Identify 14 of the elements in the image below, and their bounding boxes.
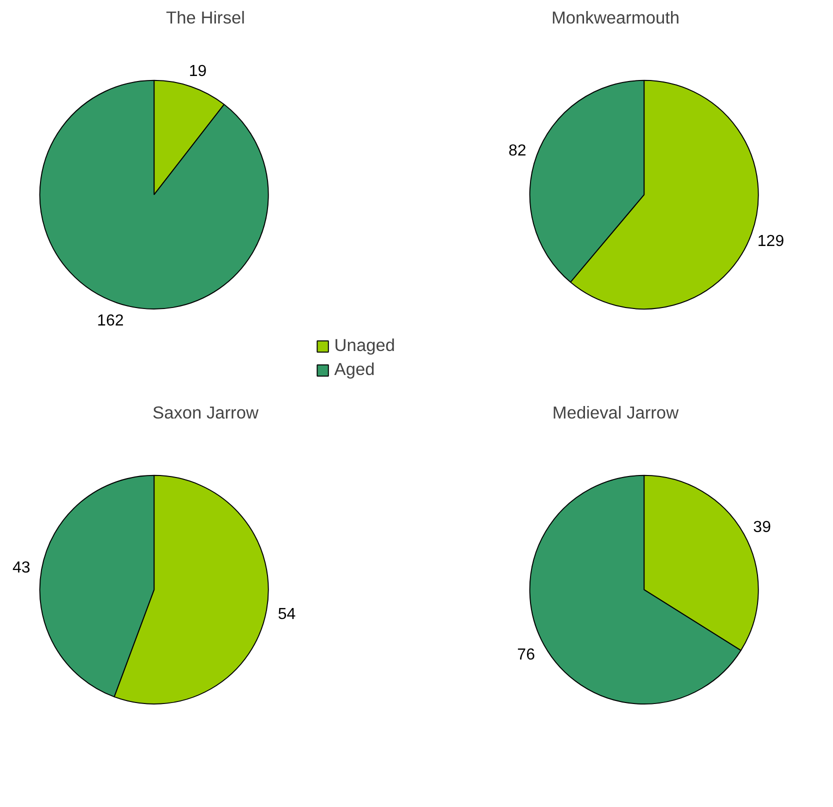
data-label: 129 bbox=[757, 232, 784, 250]
data-label: 162 bbox=[97, 312, 124, 330]
chart-title: Monkwearmouth bbox=[551, 8, 680, 28]
data-label: 39 bbox=[753, 518, 772, 536]
chart-title: Medieval Jarrow bbox=[552, 402, 680, 422]
chart-title: Saxon Jarrow bbox=[152, 402, 259, 422]
legend-label: Aged bbox=[334, 359, 375, 380]
data-label: 76 bbox=[517, 646, 536, 664]
data-label: 82 bbox=[508, 142, 526, 160]
chart-title: The Hirsel bbox=[166, 8, 245, 28]
data-label: 43 bbox=[12, 559, 30, 576]
data-label: 19 bbox=[188, 62, 207, 80]
legend-label: Unaged bbox=[334, 335, 395, 356]
data-label: 54 bbox=[278, 606, 296, 624]
